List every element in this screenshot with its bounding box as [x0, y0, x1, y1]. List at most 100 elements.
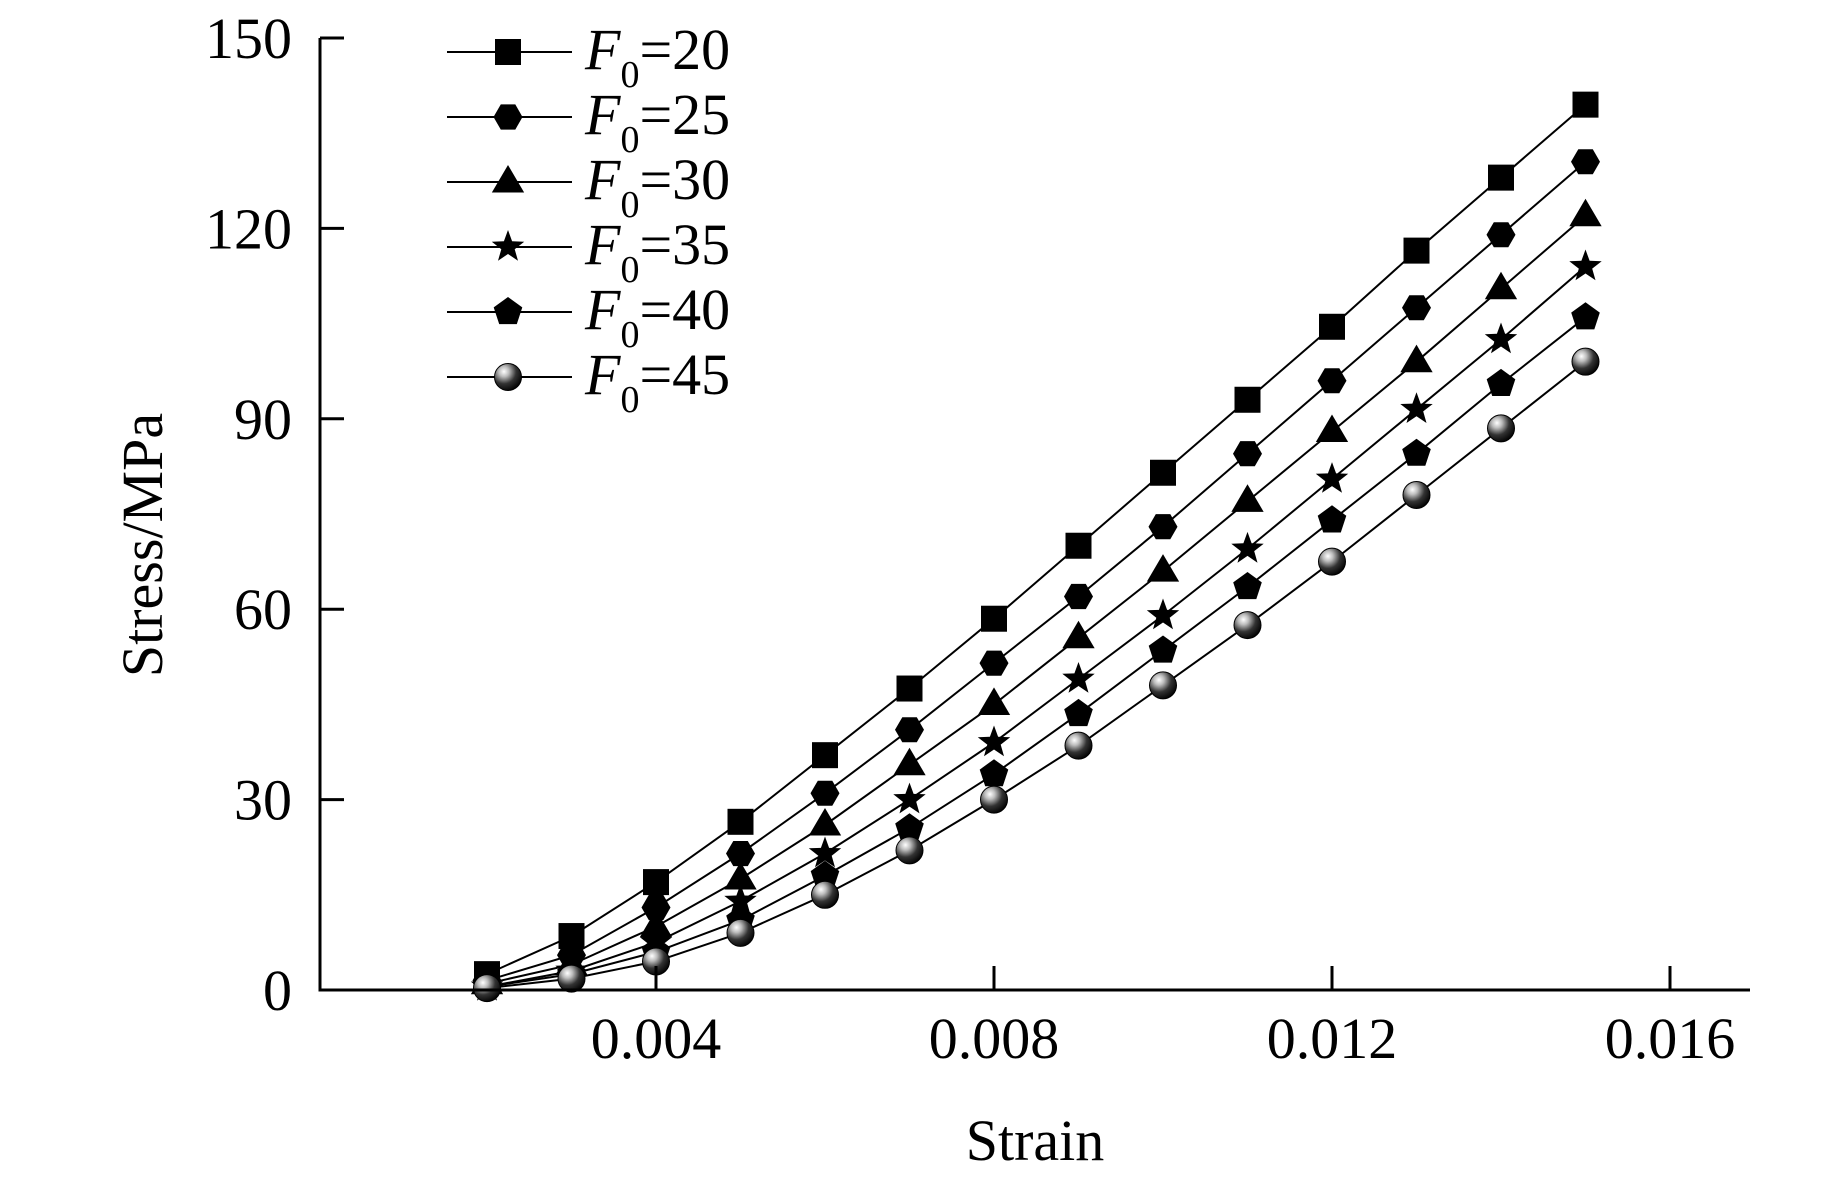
x-tick-label: 0.012: [1267, 1006, 1398, 1071]
data-point: [1062, 662, 1095, 693]
data-point: [1233, 441, 1262, 467]
series-0: [474, 91, 1599, 988]
legend-item: F0=40: [447, 277, 730, 356]
data-point: [724, 884, 757, 915]
data-point: [1317, 505, 1347, 533]
legend-item: F0=35: [447, 212, 730, 291]
legend-value: =45: [639, 342, 730, 407]
legend-marker: [491, 165, 525, 193]
data-point: [1402, 295, 1431, 321]
data-point: [1231, 531, 1264, 563]
y-axis-title: Stress/MPa: [110, 413, 175, 677]
data-point: [1315, 414, 1349, 443]
y-tick-label: 150: [205, 6, 292, 71]
legend-label: F0=45: [584, 342, 730, 421]
legend-var: F: [584, 342, 621, 407]
legend-value: =35: [639, 212, 730, 277]
data-point: [808, 836, 842, 868]
data-point: [1569, 249, 1602, 281]
legend-var: F: [584, 82, 621, 147]
data-point: [1571, 302, 1600, 330]
data-point: [1146, 598, 1180, 630]
legend-value: =30: [639, 147, 730, 212]
data-point: [1148, 635, 1178, 663]
data-point: [1064, 731, 1093, 760]
data-point: [1150, 459, 1176, 486]
legend-label: F0=30: [584, 147, 730, 226]
data-point: [1065, 532, 1092, 559]
data-point: [979, 650, 1009, 676]
plot-area: [470, 91, 1602, 1003]
data-point: [1315, 462, 1349, 493]
data-point: [1488, 164, 1514, 191]
data-point: [893, 782, 926, 814]
data-point: [1233, 572, 1262, 600]
data-point: [893, 747, 926, 776]
legend-sub: 0: [620, 249, 639, 291]
x-axis-title: Strain: [966, 1108, 1105, 1173]
data-point: [1486, 222, 1516, 248]
legend-value: =25: [639, 82, 730, 147]
x-tick-label: 0.008: [929, 1006, 1060, 1071]
series-line: [486, 214, 1587, 985]
legend-label: F0=40: [584, 277, 730, 356]
legend-label: F0=25: [584, 82, 730, 161]
data-point: [896, 675, 923, 702]
legend-marker: [495, 39, 521, 65]
data-point: [1231, 484, 1264, 512]
data-point: [473, 974, 501, 1003]
data-point: [977, 687, 1011, 715]
legend-value: =20: [639, 17, 730, 82]
data-point: [1486, 368, 1516, 396]
series-5: [473, 347, 1600, 1003]
data-point: [641, 894, 671, 921]
legend-label: F0=35: [584, 212, 730, 291]
legend-sub: 0: [620, 184, 639, 226]
legend-label: F0=20: [584, 17, 730, 96]
axes: Strain Stress/MPa 0 30 60 90 120 150 0.004 0.00…: [110, 6, 1750, 1173]
series-line: [486, 316, 1587, 988]
legend-var: F: [584, 277, 621, 342]
data-point: [639, 909, 673, 938]
data-point: [979, 759, 1009, 787]
data-point: [981, 605, 1007, 632]
data-point: [1148, 514, 1178, 540]
data-point: [726, 841, 755, 867]
data-point: [1402, 438, 1431, 466]
data-point: [1487, 414, 1515, 443]
legend-item: F0=20: [447, 17, 730, 96]
data-point: [643, 869, 669, 896]
legend-marker: [493, 297, 523, 325]
data-point: [810, 860, 840, 888]
legend-sub: 0: [620, 314, 639, 356]
data-point: [1149, 671, 1177, 700]
legend-item: F0=45: [447, 342, 730, 421]
data-point: [1146, 554, 1180, 582]
data-point: [895, 836, 924, 865]
series-line: [486, 161, 1587, 982]
data-point: [811, 880, 839, 909]
data-point: [980, 785, 1008, 814]
legend-marker: [493, 104, 523, 130]
data-point: [1062, 620, 1095, 649]
data-point: [1572, 91, 1599, 118]
y-tick-label: 30: [234, 768, 292, 833]
data-point: [977, 725, 1011, 757]
legend-sub: 0: [620, 54, 639, 96]
series-line: [486, 103, 1587, 976]
data-point: [1233, 611, 1262, 640]
y-tick-label: 60: [234, 577, 292, 642]
data-point: [1403, 237, 1430, 264]
data-point: [808, 807, 842, 836]
data-point: [810, 780, 840, 806]
data-point: [726, 918, 755, 947]
legend-var: F: [584, 147, 621, 212]
legend-var: F: [584, 212, 621, 277]
data-point: [1484, 322, 1518, 354]
data-point: [1571, 347, 1600, 376]
data-point: [1400, 392, 1433, 423]
data-point: [1571, 149, 1600, 175]
legend-item: F0=30: [447, 147, 730, 226]
data-point: [812, 742, 838, 769]
